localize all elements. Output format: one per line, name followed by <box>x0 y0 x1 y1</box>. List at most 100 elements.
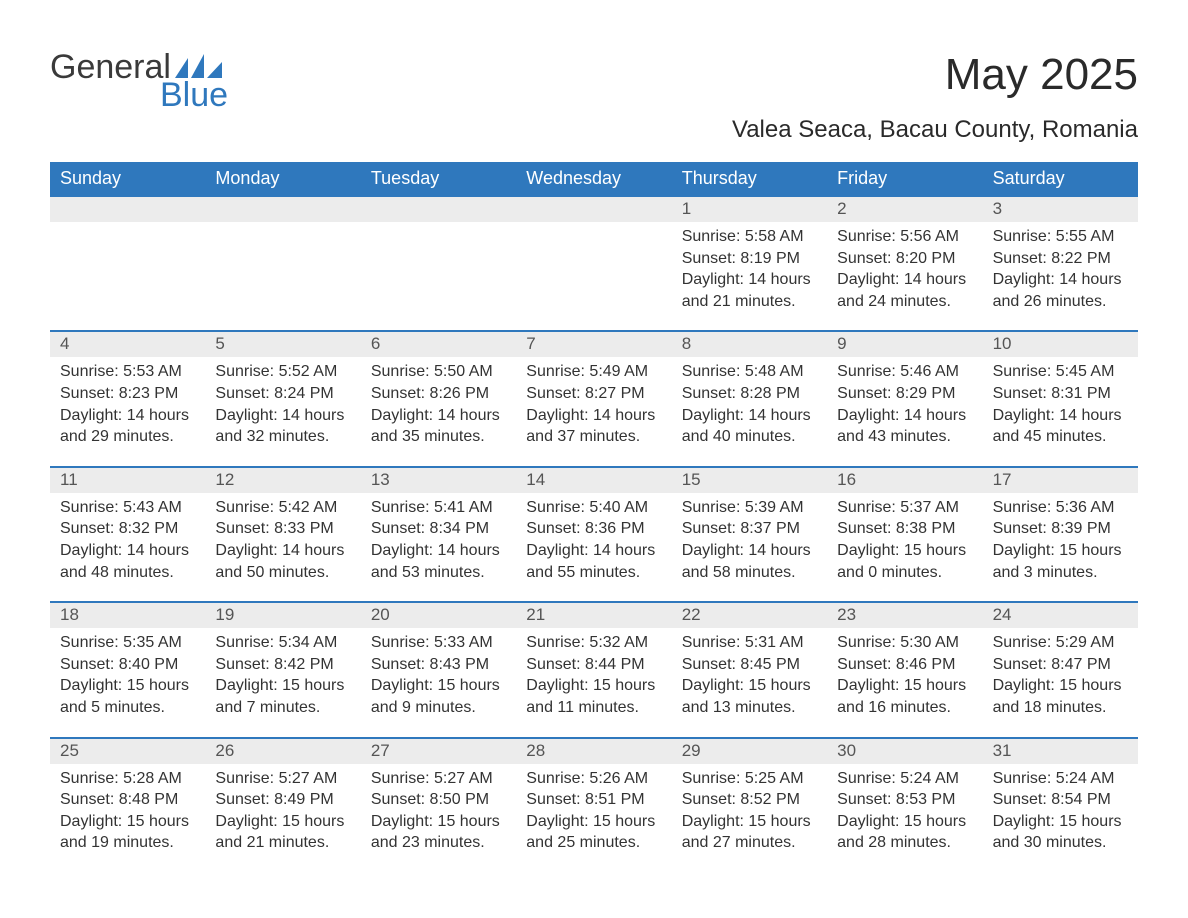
date-number <box>205 197 360 222</box>
sunrise-line: Sunrise: 5:28 AM <box>60 768 195 790</box>
daylight-line: Daylight: 14 hours and 32 minutes. <box>215 405 350 448</box>
date-number: 25 <box>50 739 205 764</box>
day-details: Sunrise: 5:50 AMSunset: 8:26 PMDaylight:… <box>371 361 506 447</box>
week-row: 4 Sunrise: 5:53 AMSunset: 8:23 PMDaylight… <box>50 330 1138 465</box>
sunrise-line: Sunrise: 5:50 AM <box>371 361 506 383</box>
day-cell: 16 Sunrise: 5:37 AMSunset: 8:38 PMDayligh… <box>827 468 982 601</box>
day-cell: 20Sunrise: 5:33 AMSunset: 8:43 PMDayligh… <box>361 603 516 736</box>
day-details: Sunrise: 5:24 AMSunset: 8:54 PMDaylight:… <box>993 768 1128 854</box>
sunset-line: Sunset: 8:24 PM <box>215 383 350 405</box>
day-details: Sunrise: 5:25 AMSunset: 8:52 PMDaylight:… <box>682 768 817 854</box>
date-number: 10 <box>983 332 1138 357</box>
sunrise-line: Sunrise: 5:48 AM <box>682 361 817 383</box>
sunset-line: Sunset: 8:47 PM <box>993 654 1128 676</box>
day-details: Sunrise: 5:37 AMSunset: 8:38 PMDaylight:… <box>837 497 972 583</box>
title-block: May 2025 Valea Seaca, Bacau County, Roma… <box>732 50 1138 144</box>
day-details: Sunrise: 5:53 AMSunset: 8:23 PMDaylight:… <box>60 361 195 447</box>
date-number: 2 <box>827 197 982 222</box>
sunrise-line: Sunrise: 5:29 AM <box>993 632 1128 654</box>
sunrise-line: Sunrise: 5:49 AM <box>526 361 661 383</box>
sunrise-line: Sunrise: 5:36 AM <box>993 497 1128 519</box>
day-cell: 12Sunrise: 5:42 AMSunset: 8:33 PMDayligh… <box>205 468 360 601</box>
day-details: Sunrise: 5:41 AMSunset: 8:34 PMDaylight:… <box>371 497 506 583</box>
sunrise-line: Sunrise: 5:55 AM <box>993 226 1128 248</box>
date-number <box>50 197 205 222</box>
sunrise-line: Sunrise: 5:37 AM <box>837 497 972 519</box>
sunset-line: Sunset: 8:29 PM <box>837 383 972 405</box>
sunset-line: Sunset: 8:46 PM <box>837 654 972 676</box>
week-row: 18Sunrise: 5:35 AMSunset: 8:40 PMDayligh… <box>50 601 1138 736</box>
dow-wednesday: Wednesday <box>516 162 671 197</box>
date-number: 4 <box>50 332 205 357</box>
daylight-line: Daylight: 15 hours and 7 minutes. <box>215 675 350 718</box>
date-number: 27 <box>361 739 516 764</box>
week-row: 25Sunrise: 5:28 AMSunset: 8:48 PMDayligh… <box>50 737 1138 872</box>
week-row: 1Sunrise: 5:58 AMSunset: 8:19 PMDaylight… <box>50 197 1138 330</box>
sunset-line: Sunset: 8:51 PM <box>526 789 661 811</box>
sunrise-line: Sunrise: 5:27 AM <box>371 768 506 790</box>
day-cell: 11Sunrise: 5:43 AMSunset: 8:32 PMDayligh… <box>50 468 205 601</box>
date-number: 5 <box>205 332 360 357</box>
sunrise-line: Sunrise: 5:26 AM <box>526 768 661 790</box>
sunset-line: Sunset: 8:23 PM <box>60 383 195 405</box>
day-details: Sunrise: 5:55 AMSunset: 8:22 PMDaylight:… <box>993 226 1128 312</box>
daylight-line: Daylight: 15 hours and 19 minutes. <box>60 811 195 854</box>
date-number: 14 <box>516 468 671 493</box>
daylight-line: Daylight: 15 hours and 25 minutes. <box>526 811 661 854</box>
daylight-line: Daylight: 14 hours and 50 minutes. <box>215 540 350 583</box>
daylight-line: Daylight: 15 hours and 27 minutes. <box>682 811 817 854</box>
sunrise-line: Sunrise: 5:45 AM <box>993 361 1128 383</box>
daylight-line: Daylight: 14 hours and 48 minutes. <box>60 540 195 583</box>
day-details: Sunrise: 5:35 AMSunset: 8:40 PMDaylight:… <box>60 632 195 718</box>
date-number: 17 <box>983 468 1138 493</box>
sunrise-line: Sunrise: 5:40 AM <box>526 497 661 519</box>
calendar: Sunday Monday Tuesday Wednesday Thursday… <box>50 162 1138 872</box>
sunset-line: Sunset: 8:54 PM <box>993 789 1128 811</box>
sunset-line: Sunset: 8:36 PM <box>526 518 661 540</box>
date-number: 9 <box>827 332 982 357</box>
sunset-line: Sunset: 8:45 PM <box>682 654 817 676</box>
logo-text-blue: Blue <box>50 78 228 112</box>
day-cell: 13Sunrise: 5:41 AMSunset: 8:34 PMDayligh… <box>361 468 516 601</box>
day-cell: 26Sunrise: 5:27 AMSunset: 8:49 PMDayligh… <box>205 739 360 872</box>
day-details: Sunrise: 5:30 AMSunset: 8:46 PMDaylight:… <box>837 632 972 718</box>
day-cell <box>516 197 671 330</box>
day-details: Sunrise: 5:24 AMSunset: 8:53 PMDaylight:… <box>837 768 972 854</box>
sunset-line: Sunset: 8:43 PM <box>371 654 506 676</box>
date-number: 29 <box>672 739 827 764</box>
date-number <box>516 197 671 222</box>
daylight-line: Daylight: 14 hours and 24 minutes. <box>837 269 972 312</box>
sunset-line: Sunset: 8:38 PM <box>837 518 972 540</box>
day-cell: 24 Sunrise: 5:29 AMSunset: 8:47 PMDayligh… <box>983 603 1138 736</box>
daylight-line: Daylight: 14 hours and 21 minutes. <box>682 269 817 312</box>
page-title: May 2025 <box>732 50 1138 100</box>
sunset-line: Sunset: 8:19 PM <box>682 248 817 270</box>
date-number: 16 <box>827 468 982 493</box>
daylight-line: Daylight: 14 hours and 55 minutes. <box>526 540 661 583</box>
day-cell: 31Sunrise: 5:24 AMSunset: 8:54 PMDayligh… <box>983 739 1138 872</box>
day-details: Sunrise: 5:39 AMSunset: 8:37 PMDaylight:… <box>682 497 817 583</box>
date-number: 24 <box>983 603 1138 628</box>
dow-friday: Friday <box>827 162 982 197</box>
daylight-line: Daylight: 14 hours and 43 minutes. <box>837 405 972 448</box>
day-details: Sunrise: 5:29 AMSunset: 8:47 PMDaylight:… <box>993 632 1128 718</box>
sunrise-line: Sunrise: 5:46 AM <box>837 361 972 383</box>
sunset-line: Sunset: 8:26 PM <box>371 383 506 405</box>
sunset-line: Sunset: 8:48 PM <box>60 789 195 811</box>
date-number: 6 <box>361 332 516 357</box>
day-details: Sunrise: 5:52 AMSunset: 8:24 PMDaylight:… <box>215 361 350 447</box>
sunrise-line: Sunrise: 5:56 AM <box>837 226 972 248</box>
day-details: Sunrise: 5:26 AMSunset: 8:51 PMDaylight:… <box>526 768 661 854</box>
logo: General Blue <box>50 50 228 112</box>
sail-icon <box>175 52 223 78</box>
date-number: 30 <box>827 739 982 764</box>
day-details: Sunrise: 5:36 AMSunset: 8:39 PMDaylight:… <box>993 497 1128 583</box>
sunrise-line: Sunrise: 5:30 AM <box>837 632 972 654</box>
sunset-line: Sunset: 8:39 PM <box>993 518 1128 540</box>
day-cell <box>205 197 360 330</box>
date-number: 11 <box>50 468 205 493</box>
sunset-line: Sunset: 8:40 PM <box>60 654 195 676</box>
sunrise-line: Sunrise: 5:42 AM <box>215 497 350 519</box>
day-details: Sunrise: 5:48 AMSunset: 8:28 PMDaylight:… <box>682 361 817 447</box>
daylight-line: Daylight: 14 hours and 40 minutes. <box>682 405 817 448</box>
